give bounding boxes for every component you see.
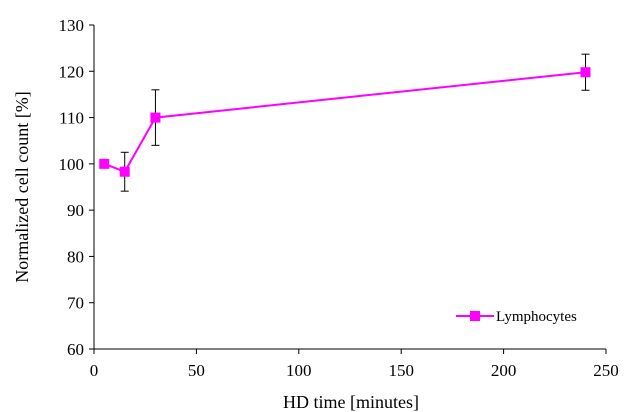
x-tick-label: 150: [388, 361, 414, 380]
legend: Lymphocytes: [456, 309, 577, 325]
y-ticks: 60 70 80 90 100 110 120 130: [59, 16, 94, 359]
y-tick-label: 80: [67, 247, 84, 266]
data-point-marker: [99, 158, 110, 169]
y-tick-label: 110: [59, 109, 84, 128]
axes: [93, 25, 606, 350]
legend-marker-lymphocytes: [470, 311, 480, 321]
series-line-lymphocytes: [103, 71, 586, 173]
y-tick-label: 90: [67, 201, 84, 220]
x-tick-label: 50: [188, 361, 205, 380]
x-tick-label: 200: [491, 361, 517, 380]
series-layer: [99, 53, 591, 192]
y-tick-label: 70: [67, 294, 84, 313]
x-axis-title: HD time [minutes]: [283, 392, 419, 412]
y-tick-label: 120: [59, 62, 85, 81]
data-point-marker: [580, 67, 591, 78]
legend-label-lymphocytes: Lymphocytes: [496, 309, 577, 325]
x-tick-label: 0: [90, 361, 99, 380]
y-tick-label: 130: [59, 16, 85, 35]
data-point-marker: [150, 112, 161, 123]
y-tick-label: 60: [67, 340, 84, 359]
x-tick-label: 100: [286, 361, 312, 380]
data-point-marker: [119, 166, 130, 177]
x-tick-label: 250: [593, 361, 619, 380]
y-axis-title: Normalized cell count [%]: [12, 91, 32, 282]
y-tick-label: 100: [59, 155, 85, 174]
x-ticks: 0 50 100 150 200 250: [90, 349, 619, 380]
